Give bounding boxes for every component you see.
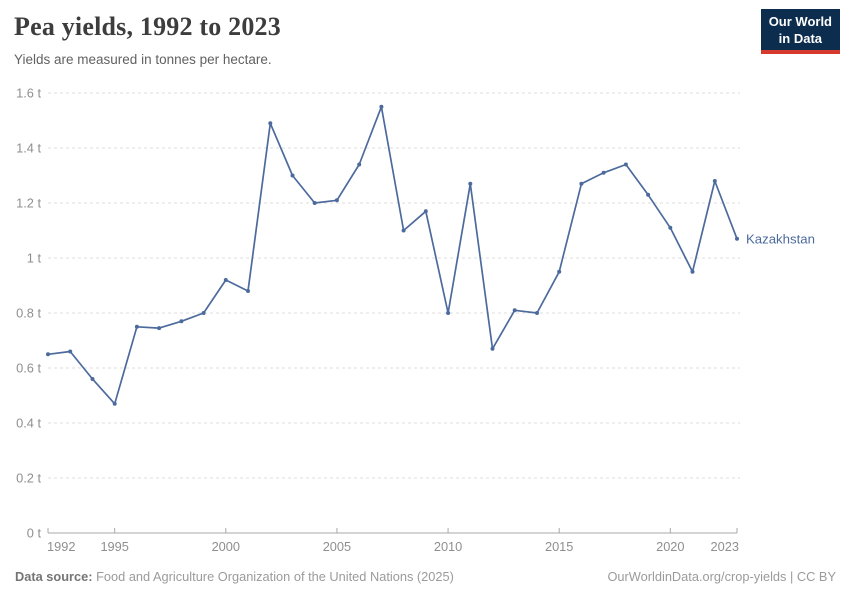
y-tick-label: 1.6 t	[16, 86, 41, 101]
data-source-label: Data source:	[15, 569, 93, 584]
data-point-marker	[668, 225, 673, 230]
data-point-marker	[579, 181, 584, 186]
data-point-marker	[401, 228, 406, 233]
y-tick-label: 0.4 t	[16, 416, 41, 431]
x-tick-label: 2010	[434, 539, 462, 554]
data-point-marker	[357, 162, 362, 167]
data-point-marker	[712, 179, 717, 183]
y-tick-label: 0.6 t	[16, 361, 41, 376]
data-point-marker	[179, 319, 184, 324]
data-point-marker	[112, 401, 117, 406]
data-point-marker	[535, 311, 539, 315]
x-tick-label: 2023	[711, 539, 739, 554]
data-point-marker	[690, 269, 695, 274]
data-point-marker	[90, 377, 95, 381]
data-point-marker	[68, 349, 73, 354]
x-tick-label: 2000	[212, 539, 240, 554]
series-entity-label: Kazakhstan	[746, 231, 815, 246]
data-point-marker	[735, 236, 739, 241]
y-tick-label: 0 t	[27, 526, 42, 541]
data-point-marker	[134, 324, 139, 329]
data-point-marker	[646, 192, 651, 197]
series-line	[47, 105, 738, 405]
data-point-marker	[423, 209, 428, 214]
chart-title: Pea yields, 1992 to 2023	[14, 12, 281, 41]
data-point-marker	[46, 352, 50, 357]
x-tick-label: 2015	[545, 539, 573, 554]
owid-logo: Our World in Data	[760, 9, 840, 55]
data-point-marker	[468, 181, 473, 186]
data-point-marker	[268, 121, 273, 126]
data-point-marker	[223, 278, 228, 282]
x-tick-label: 1995	[100, 539, 128, 554]
y-tick-label: 1.2 t	[16, 196, 41, 211]
data-point-marker	[290, 173, 295, 178]
y-tick-label: 0.2 t	[16, 471, 41, 486]
x-tick-label: 1992	[47, 539, 75, 554]
data-point-marker	[312, 201, 317, 205]
data-point-marker	[512, 308, 517, 313]
data-point-marker	[157, 326, 162, 331]
y-tick-label: 0.8 t	[16, 306, 41, 321]
chart-subtitle: Yields are measured in tonnes per hectar…	[14, 52, 272, 67]
data-point-marker	[379, 104, 384, 109]
data-point-marker	[557, 269, 562, 274]
x-tick-label: 2020	[656, 539, 684, 554]
data-source: Data source: Food and Agriculture Organi…	[15, 569, 454, 584]
data-source-text: Food and Agriculture Organization of the…	[96, 569, 454, 584]
x-tick-label: 2005	[323, 539, 351, 554]
data-point-marker	[201, 311, 206, 315]
data-point-marker	[601, 170, 606, 175]
data-point-marker	[334, 198, 339, 203]
attribution: OurWorldinData.org/crop-yields | CC BY	[607, 569, 836, 584]
chart-footer: Data source: Food and Agriculture Organi…	[15, 569, 836, 584]
owid-logo-line1: Our World	[768, 14, 832, 29]
data-point-marker	[490, 346, 495, 351]
y-tick-label: 1.4 t	[16, 141, 41, 156]
y-tick-label: 1 t	[27, 251, 42, 266]
owid-logo-line2: in Data	[778, 30, 823, 46]
data-point-marker	[623, 162, 628, 167]
data-point-marker	[246, 289, 250, 293]
data-point-marker	[446, 311, 451, 315]
